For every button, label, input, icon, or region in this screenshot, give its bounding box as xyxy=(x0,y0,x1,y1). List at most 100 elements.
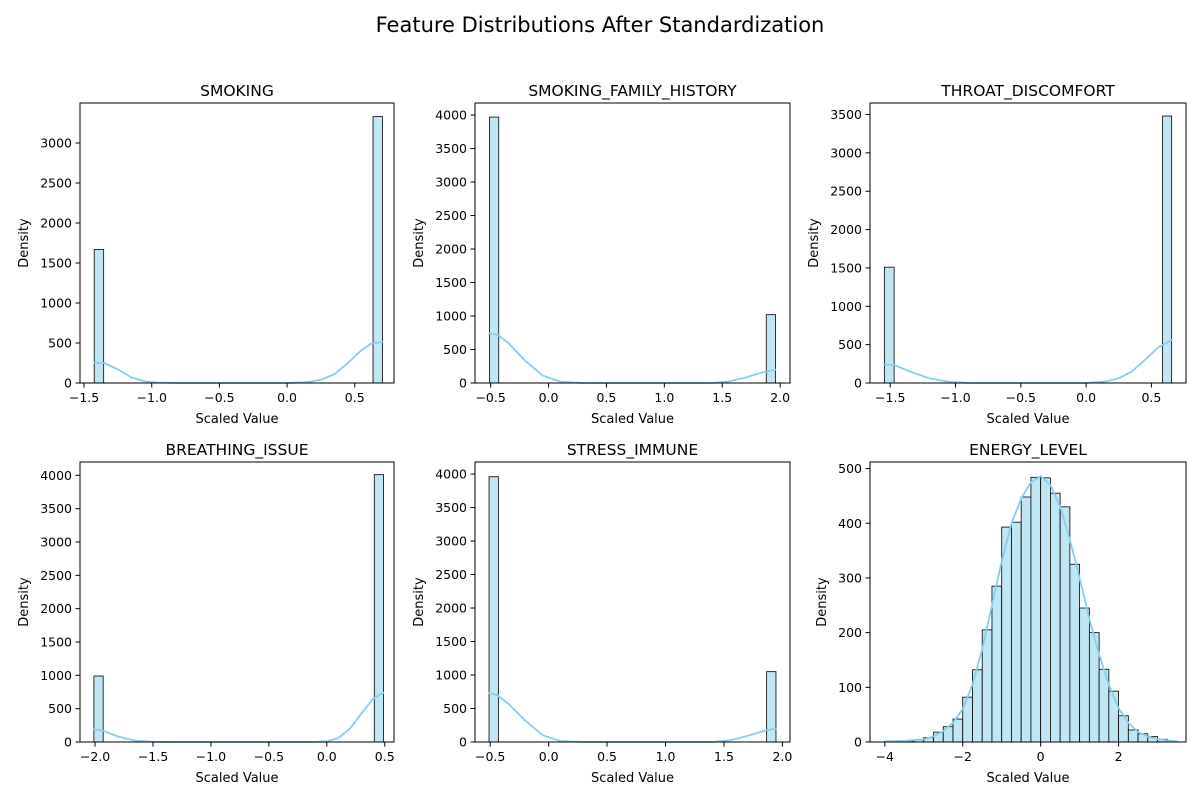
y-tick-label: 2500 xyxy=(435,567,467,582)
histogram-bar xyxy=(488,476,499,743)
y-tick-label: 3000 xyxy=(435,534,467,549)
x-tick-label: −0.5 xyxy=(1006,390,1036,405)
x-tick-label: 0.0 xyxy=(539,749,559,764)
x-axis-label: Scaled Value xyxy=(591,412,674,427)
chart-title: THROAT_DISCOMFORT xyxy=(940,82,1115,101)
y-tick-label: 4000 xyxy=(40,468,72,483)
y-tick-label: 400 xyxy=(838,516,862,531)
histogram-bar xyxy=(93,675,104,743)
y-tick-label: 2000 xyxy=(435,601,467,616)
histogram-bar xyxy=(766,671,777,743)
axes-frame xyxy=(79,102,395,384)
x-tick-label: 1.0 xyxy=(654,390,674,405)
axes-frame xyxy=(79,461,395,743)
histogram-bar xyxy=(981,629,993,743)
x-tick-label: 1.5 xyxy=(714,749,734,764)
histogram-bar xyxy=(1079,607,1090,743)
axes-frame xyxy=(474,461,791,743)
y-tick-label: 500 xyxy=(838,337,862,352)
x-tick-label: −0.5 xyxy=(254,749,284,764)
kde-curve xyxy=(93,691,385,743)
histogram-bar xyxy=(1040,477,1051,743)
histogram-bar xyxy=(1020,496,1032,743)
histogram-bar xyxy=(1050,492,1061,743)
y-tick-label: 3500 xyxy=(40,501,72,516)
y-tick-label: 500 xyxy=(48,701,72,716)
x-tick-label: 0.0 xyxy=(277,390,297,405)
y-tick-label: 0 xyxy=(64,376,72,391)
y-tick-label: 2500 xyxy=(40,568,72,583)
chart-title: STRESS_IMMUNE xyxy=(567,441,698,460)
y-axis-label: Density xyxy=(412,577,427,627)
y-tick-label: 300 xyxy=(838,570,862,585)
y-tick-label: 3500 xyxy=(435,500,467,515)
y-tick-label: 500 xyxy=(48,336,72,351)
x-tick-label: 1.5 xyxy=(712,390,732,405)
y-tick-label: 1000 xyxy=(435,309,467,324)
chart-panel-3: −1.5 −1.0 −0.5 0.0 0.5 0 500 1000 1500 2000 2500 30… xyxy=(807,82,1187,427)
histogram-bar xyxy=(1030,476,1042,743)
x-axis-label: Scaled Value xyxy=(986,412,1069,427)
chart-panel-5: −0.5 0.0 0.5 1.0 1.5 2.0 0 500 1000 1500 2000 2500 3… xyxy=(412,441,792,786)
x-tick-label: 0.0 xyxy=(317,749,337,764)
chart-panel-4: −2.0 −1.5 −1.0 −0.5 0.0 0.5 0 500 1000 1500 2000 25… xyxy=(17,441,395,786)
kde-curve xyxy=(883,475,1178,743)
x-tick-label: −1.5 xyxy=(875,390,905,405)
y-tick-label: 1500 xyxy=(40,635,72,650)
x-tick-label: 2 xyxy=(1115,749,1123,764)
x-tick-label: 0.0 xyxy=(539,390,559,405)
x-tick-label: −2.0 xyxy=(80,749,110,764)
y-tick-label: 4000 xyxy=(435,108,467,123)
chart-panel-2: −0.5 0.0 0.5 1.0 1.5 2.0 0 500 1000 1500 2000 2500 3… xyxy=(412,82,791,427)
y-tick-label: 2000 xyxy=(435,242,467,257)
y-tick-label: 500 xyxy=(443,342,467,357)
y-tick-label: 1500 xyxy=(435,634,467,649)
y-tick-label: 0 xyxy=(854,735,862,750)
y-tick-label: 3000 xyxy=(830,145,862,160)
x-tick-label: −2 xyxy=(954,749,972,764)
x-tick-label: 2.0 xyxy=(772,749,792,764)
histogram-bar xyxy=(1011,521,1022,743)
x-tick-label: −0.5 xyxy=(475,749,505,764)
x-tick-label: 0.5 xyxy=(596,390,616,405)
y-tick-label: 500 xyxy=(838,461,862,476)
chart-title: SMOKING_FAMILY_HISTORY xyxy=(528,82,737,101)
x-tick-label: 0.5 xyxy=(597,749,617,764)
y-axis-label: Density xyxy=(412,218,427,268)
chart-panel-6: −4 −2 0 2 0 100 200 300 400 500 ENERGY_LEVEL Scaled… xyxy=(815,441,1187,786)
x-tick-label: 0.5 xyxy=(375,749,395,764)
x-tick-label: 0.5 xyxy=(1141,390,1161,405)
y-axis-label: Density xyxy=(807,218,822,268)
histogram-bar xyxy=(952,718,964,743)
y-tick-label: 1500 xyxy=(435,275,467,290)
histogram-bar xyxy=(1108,690,1119,743)
y-tick-label: 4000 xyxy=(435,467,467,482)
chart-panel-1: −1.5 −1.0 −0.5 0.0 0.5 0 500 1000 1500 2000 2500 30… xyxy=(17,82,395,427)
x-tick-label: −1.0 xyxy=(196,749,226,764)
figure-title: Feature Distributions After Standardizat… xyxy=(376,13,825,37)
y-tick-label: 2000 xyxy=(40,216,72,231)
x-tick-label: −1.5 xyxy=(69,390,99,405)
y-tick-label: 0 xyxy=(64,735,72,750)
y-tick-label: 1000 xyxy=(435,668,467,683)
x-axis-label: Scaled Value xyxy=(986,771,1069,786)
x-tick-label: −1.5 xyxy=(138,749,168,764)
y-tick-label: 3000 xyxy=(435,175,467,190)
y-tick-label: 1500 xyxy=(830,260,862,275)
histogram-bar xyxy=(489,116,500,384)
x-axis-label: Scaled Value xyxy=(591,771,674,786)
y-tick-label: 2000 xyxy=(830,222,862,237)
y-tick-label: 1000 xyxy=(40,668,72,683)
y-tick-label: 0 xyxy=(459,735,467,750)
axes-frame xyxy=(869,461,1187,743)
y-tick-label: 1000 xyxy=(830,299,862,314)
histogram-bar xyxy=(1059,506,1071,743)
x-tick-label: −1.0 xyxy=(137,390,167,405)
histogram-bar xyxy=(991,585,1003,743)
x-axis-label: Scaled Value xyxy=(195,412,278,427)
kde-curve xyxy=(93,340,384,384)
y-tick-label: 2000 xyxy=(40,601,72,616)
kde-curve xyxy=(883,339,1173,384)
